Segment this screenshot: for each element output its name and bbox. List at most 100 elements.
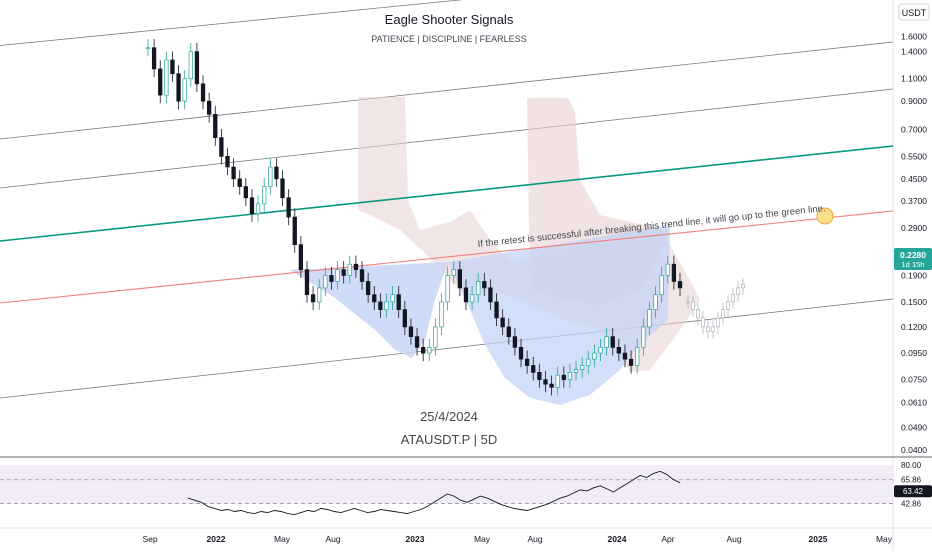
price-tick-label: 0.1500 bbox=[901, 297, 927, 307]
candle-body bbox=[482, 281, 487, 289]
candle-body bbox=[280, 178, 285, 199]
candle-body bbox=[592, 352, 597, 360]
price-tick-label: 0.9000 bbox=[901, 96, 927, 106]
red-trend-line bbox=[0, 210, 893, 304]
candle-body bbox=[231, 166, 236, 180]
watermark-date: 25/4/2024 bbox=[420, 409, 478, 424]
rsi-upper-label: 65.86 bbox=[901, 476, 922, 485]
candle-body bbox=[580, 365, 585, 370]
candle-body bbox=[329, 275, 334, 282]
ghost-candle-body bbox=[711, 326, 715, 333]
ghost-candle-body bbox=[736, 287, 740, 296]
candle-body bbox=[641, 326, 646, 348]
ghost-candle-body bbox=[701, 317, 705, 328]
candle-body bbox=[268, 166, 273, 187]
candle-body bbox=[488, 287, 493, 303]
price-tick-label: 0.3700 bbox=[901, 196, 927, 206]
rsi-band bbox=[0, 465, 893, 504]
candle-body bbox=[671, 263, 677, 282]
price-tick-label: 0.0750 bbox=[901, 375, 927, 385]
price-tick-label: 0.2900 bbox=[901, 223, 927, 233]
price-tick-label: 0.0400 bbox=[901, 445, 927, 455]
candle-body bbox=[421, 346, 426, 354]
time-tick-label: Aug bbox=[325, 534, 340, 544]
candle-body bbox=[567, 371, 573, 380]
candle-body bbox=[243, 186, 248, 199]
candle-body bbox=[200, 83, 206, 102]
candle-body bbox=[518, 346, 524, 360]
candle-body bbox=[476, 281, 481, 296]
candle-body bbox=[647, 309, 652, 328]
candle-body bbox=[402, 309, 407, 328]
candle-body bbox=[158, 68, 163, 96]
time-tick-label: 2024 bbox=[608, 534, 627, 544]
candle-body bbox=[427, 346, 432, 354]
candle-body bbox=[463, 287, 469, 303]
time-tick-label: May bbox=[274, 534, 291, 544]
candle-body bbox=[549, 383, 554, 388]
candle-body bbox=[359, 269, 365, 282]
candle-body bbox=[396, 294, 401, 310]
candle-body bbox=[317, 287, 322, 303]
candle-body bbox=[524, 358, 530, 366]
blue-region-left bbox=[290, 262, 448, 358]
candle-body bbox=[145, 47, 151, 50]
rsi-value-badge bbox=[894, 485, 932, 498]
candle-body bbox=[451, 269, 456, 276]
candle-body bbox=[677, 281, 683, 289]
ghost-candle-body bbox=[716, 317, 720, 328]
currency-box bbox=[898, 3, 930, 21]
channel-line bbox=[0, 41, 893, 140]
candle-body bbox=[378, 301, 383, 310]
time-tick-label: Aug bbox=[726, 534, 741, 544]
time-tick-label: 2023 bbox=[406, 534, 425, 544]
candle-body bbox=[659, 275, 664, 296]
candle-body bbox=[537, 371, 542, 380]
candle-body bbox=[616, 346, 622, 354]
price-tick-label: 0.0610 bbox=[901, 398, 927, 408]
candle-body bbox=[335, 269, 340, 282]
candle-body bbox=[249, 197, 255, 214]
chart-title: Eagle Shooter Signals bbox=[385, 12, 514, 27]
candle-body bbox=[469, 294, 475, 303]
candle-body bbox=[384, 301, 389, 310]
ghost-candle-body bbox=[726, 301, 730, 310]
ghost-candle-body bbox=[691, 301, 695, 310]
candle-body bbox=[292, 216, 297, 246]
candle-body bbox=[457, 269, 463, 289]
candle-body bbox=[170, 59, 175, 75]
price-tick-label: 0.5500 bbox=[901, 151, 927, 161]
candle-body bbox=[255, 203, 261, 214]
candle-body bbox=[561, 374, 566, 380]
rsi-value-label: 63.42 bbox=[903, 487, 924, 496]
rsi-lower-label: 42.86 bbox=[901, 499, 922, 508]
candle-body bbox=[414, 336, 420, 348]
candle-body bbox=[164, 59, 169, 96]
candle-body bbox=[219, 137, 224, 157]
candle-body bbox=[194, 51, 200, 85]
chart-subtitle: PATIENCE | DISCIPLINE | FEARLESS bbox=[371, 34, 526, 44]
candle-body bbox=[372, 294, 377, 303]
price-tick-label: 1.6000 bbox=[901, 32, 927, 42]
price-tick-label: 0.1900 bbox=[901, 270, 927, 280]
candle-body bbox=[433, 326, 438, 348]
target-circle bbox=[816, 207, 834, 225]
channel-line bbox=[0, 298, 893, 399]
rsi-top-level: 80.00 bbox=[901, 461, 922, 470]
candle-body bbox=[598, 346, 603, 354]
candle-body bbox=[286, 197, 291, 218]
candle-body bbox=[176, 73, 181, 102]
candle-body bbox=[182, 78, 187, 102]
candle-body bbox=[341, 269, 346, 276]
candle-body bbox=[274, 166, 279, 180]
candle-body bbox=[500, 317, 505, 328]
rsi-line bbox=[187, 470, 681, 516]
candle-body bbox=[445, 275, 450, 303]
candle-body bbox=[653, 294, 658, 310]
candle-body bbox=[304, 269, 310, 296]
currency-label: USDT bbox=[902, 8, 927, 18]
candle-body bbox=[262, 186, 267, 205]
ghost-candle-body bbox=[721, 309, 725, 319]
